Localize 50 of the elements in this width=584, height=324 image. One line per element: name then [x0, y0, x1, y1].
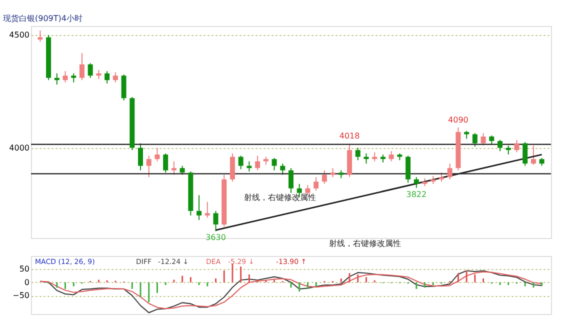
annotation: 4018	[339, 132, 360, 141]
candlestick	[480, 132, 486, 146]
candlestick	[355, 147, 360, 161]
candlestick	[530, 145, 536, 166]
y-tick-label: 4500	[9, 30, 30, 40]
y-tick-label: 50	[19, 264, 30, 274]
candlestick	[180, 165, 185, 176]
candlestick	[88, 62, 93, 78]
annotation: 3630	[206, 233, 226, 242]
candlestick	[330, 168, 336, 178]
candlestick	[255, 155, 260, 171]
candlestick	[414, 176, 419, 188]
candlestick	[272, 157, 277, 171]
candlestick	[79, 52, 84, 81]
candlestick	[314, 176, 319, 192]
candlestick	[163, 152, 168, 174]
candlestick	[406, 155, 411, 184]
candlestick	[280, 163, 286, 176]
candlestick	[71, 72, 76, 83]
candlestick	[171, 160, 176, 176]
y-tick-label: 4000	[9, 143, 30, 152]
candlestick	[472, 132, 478, 148]
candlestick	[104, 70, 110, 84]
text: 射线，右键修改属性	[329, 239, 401, 248]
candlestick	[322, 170, 327, 184]
annotation: 4090	[448, 115, 468, 124]
annotation: 射线，右键修改属性	[244, 193, 316, 202]
candlestick	[498, 139, 503, 152]
y-tick-label: 0	[24, 278, 30, 287]
candlestick	[288, 168, 294, 194]
candlestick	[230, 152, 235, 182]
candlestick	[196, 194, 202, 220]
candlestick	[121, 74, 126, 101]
y-tick-label: −50	[12, 291, 30, 300]
candlestick	[204, 201, 210, 218]
candlestick	[154, 147, 160, 162]
candlestick	[213, 210, 218, 232]
candlestick	[489, 134, 494, 145]
candlestick	[62, 70, 68, 83]
candlestick	[447, 163, 452, 180]
candlestick	[438, 172, 444, 182]
candlestick	[522, 142, 528, 166]
chart-title: 现货白银(909T)4小时	[3, 14, 82, 23]
candlestick	[388, 150, 394, 162]
candlestick	[138, 142, 144, 171]
candlestick	[112, 72, 118, 83]
candlestick	[238, 155, 244, 170]
annotation: 3822	[406, 190, 427, 199]
candlestick	[514, 139, 520, 153]
candlestick	[146, 155, 152, 178]
